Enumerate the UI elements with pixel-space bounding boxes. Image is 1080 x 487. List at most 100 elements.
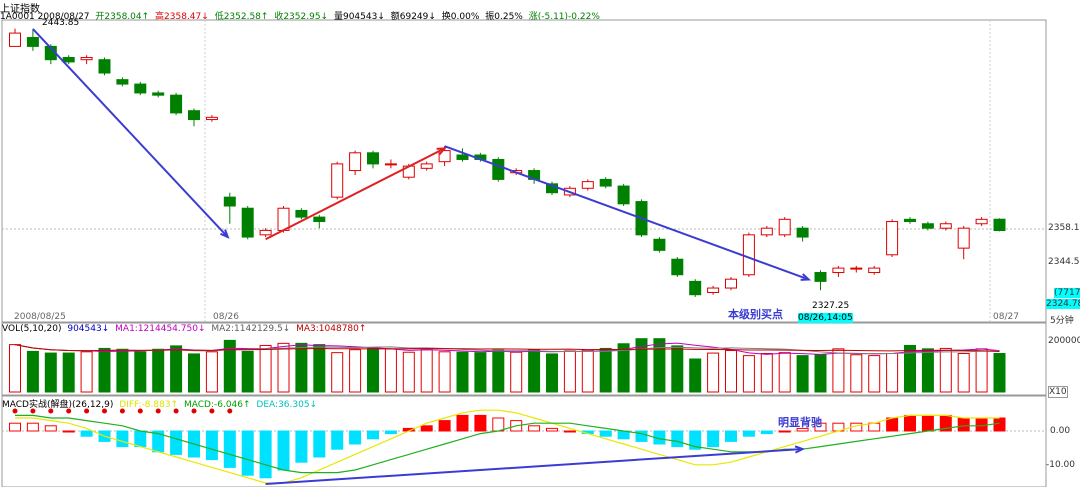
candle-body	[259, 229, 272, 236]
divergence-annotation: 明显背驰	[778, 416, 822, 429]
signal-dot	[137, 408, 143, 414]
change-value: 涨(-5.11)-0.22%	[528, 12, 600, 22]
trend-down-1-head	[220, 229, 230, 239]
candle-body	[456, 154, 469, 160]
candle-body	[796, 227, 809, 238]
volume-bar	[223, 339, 236, 393]
candle-body	[707, 287, 720, 293]
macd-hist-bar	[367, 430, 379, 440]
macd-hist-bar	[868, 422, 881, 432]
cursor-time-label: 08/26,14:05	[798, 313, 853, 323]
low-value: 低2352.58↑	[214, 12, 269, 22]
macd-hist-bar	[957, 417, 970, 432]
candle-body	[581, 181, 594, 189]
macd-hist-bar	[295, 430, 308, 463]
vol-scale-top: 200000	[1048, 336, 1080, 346]
macd-hist-bar	[277, 430, 290, 471]
volume-bar	[617, 343, 630, 393]
vol-ma3-line	[14, 344, 1000, 353]
volume-bar	[205, 351, 218, 393]
turnover-value: 换0.00%	[441, 12, 480, 22]
candle-body	[975, 218, 988, 225]
volume-bar	[62, 352, 75, 393]
candle-body	[832, 267, 845, 274]
volume-bar	[98, 347, 111, 393]
candle-body	[921, 223, 934, 229]
volume-bar	[134, 351, 147, 393]
macd-hist-bar	[205, 430, 218, 461]
macd-hist-bar	[546, 427, 558, 432]
high-mark-label: 2443.85	[42, 18, 80, 28]
open-value: 开2358.04↑	[95, 12, 150, 22]
macd-hist-bar	[617, 430, 630, 440]
vol-ma1: MA1:1214454.750↓	[115, 324, 206, 334]
volume-bar	[832, 348, 845, 393]
candle-body	[689, 280, 702, 296]
diff-line	[15, 409, 1000, 484]
volume-bar	[295, 342, 308, 393]
candle-body	[277, 207, 290, 231]
macd-hist-bar	[689, 430, 702, 450]
index-title: 上证指数	[0, 4, 40, 15]
macd-hist-bar	[44, 425, 57, 432]
vol-legend: VOL(5,10,20) 904543↓ MA1:1214454.750↓ MA…	[2, 324, 369, 334]
period-label[interactable]: 5分钟	[1050, 316, 1074, 326]
candle-body	[420, 163, 433, 169]
volume-bar	[868, 355, 881, 393]
macd-hist-bar	[223, 430, 236, 468]
volume-bar	[957, 353, 970, 393]
candle-body	[384, 163, 397, 166]
high-value: 高2358.47↓	[155, 12, 209, 22]
candle-body	[116, 79, 129, 85]
candle-body	[939, 223, 952, 229]
date-label-1: 2008/08/25	[14, 312, 66, 322]
candle-body	[367, 152, 379, 165]
signal-dot	[30, 408, 36, 414]
volume-bar	[814, 354, 827, 393]
candle-body	[349, 152, 362, 172]
volume-bar	[420, 349, 433, 393]
candle-body	[223, 196, 236, 207]
macd-hist-bar	[671, 430, 684, 448]
candle-body	[725, 278, 737, 289]
macd-title: MACD实战(解盘)(26,12,9)	[2, 400, 114, 410]
candle-body	[134, 83, 147, 94]
macd-hist-bar	[492, 417, 505, 432]
candle-body	[241, 207, 254, 238]
macd-hist-bar	[563, 430, 576, 433]
volume-bar	[9, 344, 21, 393]
macd-hist-bar	[635, 430, 648, 442]
macd-hist-bar	[349, 430, 362, 445]
volume-bar	[259, 344, 272, 393]
volume-bar	[170, 345, 183, 393]
vol-ma2: MA2:1142129.5↓	[211, 324, 291, 334]
volume-bar	[152, 348, 165, 393]
volume-bar	[331, 352, 344, 393]
volume-bar	[349, 349, 362, 393]
candle-body	[205, 116, 218, 121]
macd-divergence-line-head	[794, 445, 806, 454]
volume-bar	[653, 338, 666, 393]
volume-bar	[546, 353, 558, 393]
close-value: 收2352.95↓	[274, 12, 329, 22]
macd-hist-bar	[9, 422, 21, 432]
macd-hist-bar	[170, 430, 183, 455]
candle-body	[778, 218, 791, 236]
volume-bar	[921, 348, 934, 393]
vol-ma1-line	[14, 342, 1000, 355]
quote-bar: 1A0001 2008/08/27 开2358.04↑ 高2358.47↓ 低2…	[0, 9, 603, 22]
candle-body	[617, 185, 630, 205]
volume-bar	[510, 351, 523, 393]
volume-bar	[725, 350, 737, 393]
candle-body	[295, 209, 308, 218]
volume-bar	[492, 349, 505, 393]
candle-body	[742, 234, 755, 276]
candle-body	[814, 272, 827, 282]
macd-hist-bar	[742, 430, 755, 437]
macd-hist-bar	[384, 430, 397, 435]
macd-axis-0: 0.00	[1050, 426, 1071, 436]
volume-bar	[80, 351, 93, 393]
signal-dot	[173, 408, 179, 414]
volume-bar	[993, 353, 1006, 393]
